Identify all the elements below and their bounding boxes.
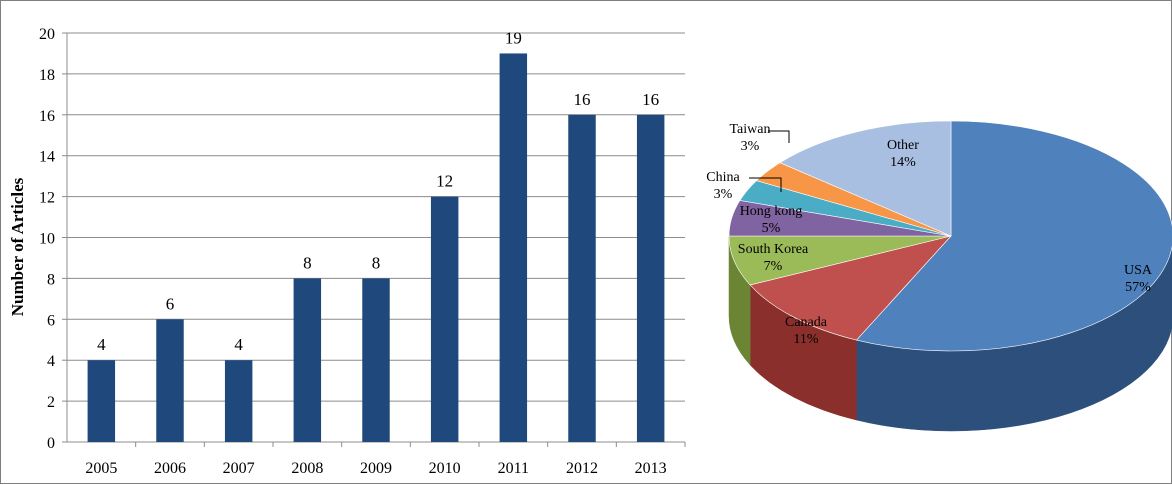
bar-2007 (224, 360, 253, 442)
slice-pct-canada: 11% (793, 332, 818, 347)
data-label-2007: 4 (234, 335, 243, 354)
y-axis-title: Number of Articles (8, 177, 27, 316)
bar-2005 (87, 360, 116, 442)
slice-label-canada: Canada (785, 315, 828, 330)
data-label-2010: 12 (436, 172, 453, 191)
slice-label-south-korea: South Korea (738, 242, 809, 257)
slice-label-other: Other (887, 138, 919, 153)
slice-pct-taiwan: 3% (741, 139, 760, 154)
bar-2006 (156, 319, 184, 442)
y-tick-label: 20 (39, 26, 55, 43)
x-tick-label-2012: 2012 (566, 460, 598, 477)
pie-slices (728, 120, 1172, 352)
y-tick-label: 18 (39, 67, 55, 84)
pie-slice-usa (855, 120, 1172, 352)
slice-pct-hong-kong: 5% (762, 221, 781, 236)
bar-2009 (362, 278, 390, 442)
y-tick-label: 0 (47, 435, 55, 452)
data-label-2011: 19 (505, 28, 522, 47)
slice-label-hong-kong: Hong kong (740, 204, 803, 219)
data-label-2009: 8 (372, 253, 381, 272)
leader-lines (749, 130, 790, 192)
bar-2008 (293, 278, 322, 442)
y-tick-label: 4 (47, 353, 55, 370)
bar-2011 (499, 53, 528, 442)
data-label-2008: 8 (303, 253, 312, 272)
slice-label-china: China (706, 170, 740, 185)
y-tick-label: 12 (39, 190, 55, 207)
pie-sides (728, 235, 1172, 432)
data-labels: 4 6 4 8 8 12 19 16 16 (97, 28, 659, 354)
x-tick-label-2007: 2007 (223, 460, 255, 477)
slice-pct-china: 3% (714, 187, 733, 202)
bar-2012 (568, 114, 596, 443)
pie-slice-other (779, 120, 952, 237)
leader-line-china (749, 177, 782, 192)
slice-pct-usa: 57% (1125, 280, 1151, 295)
x-tick-label-2011: 2011 (498, 460, 529, 477)
data-label-2012: 16 (574, 90, 591, 109)
slice-labels: USA 57% Canada 11% South Korea 7% Hong kong 5% C… (706, 122, 1153, 347)
leader-line-taiwan (768, 130, 790, 143)
x-tick-label-2006: 2006 (154, 460, 186, 477)
data-label-2005: 4 (97, 335, 106, 354)
data-label-2006: 6 (166, 294, 175, 313)
x-tick-label-2010: 2010 (429, 460, 461, 477)
x-tick-labels: 2005 2006 2007 2008 2009 2010 2011 2012 2013 (85, 460, 666, 477)
y-tick-label: 6 (47, 312, 55, 329)
pie-slice-canada (749, 235, 952, 341)
bar-2010 (430, 196, 459, 442)
y-tick-label: 2 (47, 394, 55, 411)
y-tick-label: 16 (39, 108, 55, 125)
x-tick-label-2008: 2008 (291, 460, 323, 477)
bar-2013 (636, 114, 665, 443)
x-tick-label-2005: 2005 (85, 460, 117, 477)
y-tick-label: 10 (39, 231, 55, 248)
y-tick-label: 14 (39, 149, 55, 166)
x-tick-label-2009: 2009 (360, 460, 392, 477)
slice-pct-other: 14% (890, 155, 916, 170)
data-label-2013: 16 (642, 90, 659, 109)
slice-label-taiwan: Taiwan (729, 122, 770, 137)
x-tick-label-2013: 2013 (635, 460, 667, 477)
slice-pct-south-korea: 7% (764, 259, 783, 274)
bars (87, 53, 665, 443)
y-tick-labels: 0 2 4 6 8 10 12 14 16 18 20 (39, 26, 55, 452)
y-tick-label: 8 (47, 271, 55, 288)
slice-label-usa: USA (1124, 263, 1153, 278)
pie-chart: USA 57% Canada 11% South Korea 7% Hong kong 5% C… (706, 120, 1172, 432)
